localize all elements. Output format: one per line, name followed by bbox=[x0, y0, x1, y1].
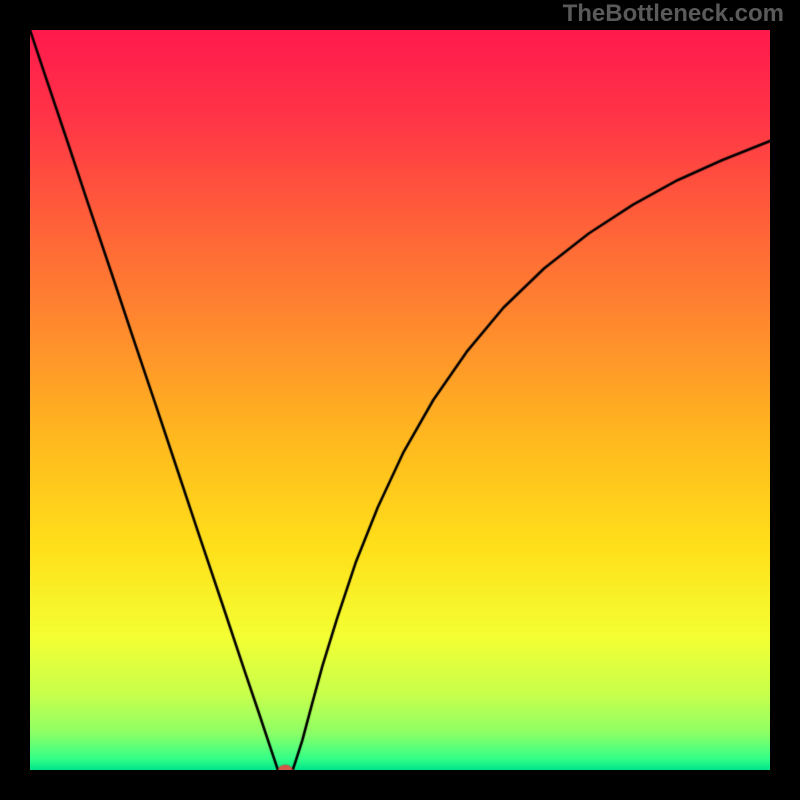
watermark-text: TheBottleneck.com bbox=[563, 0, 784, 28]
plot-area bbox=[30, 30, 770, 770]
chart-container: TheBottleneck.com bbox=[0, 0, 800, 800]
plot-canvas bbox=[30, 30, 770, 770]
